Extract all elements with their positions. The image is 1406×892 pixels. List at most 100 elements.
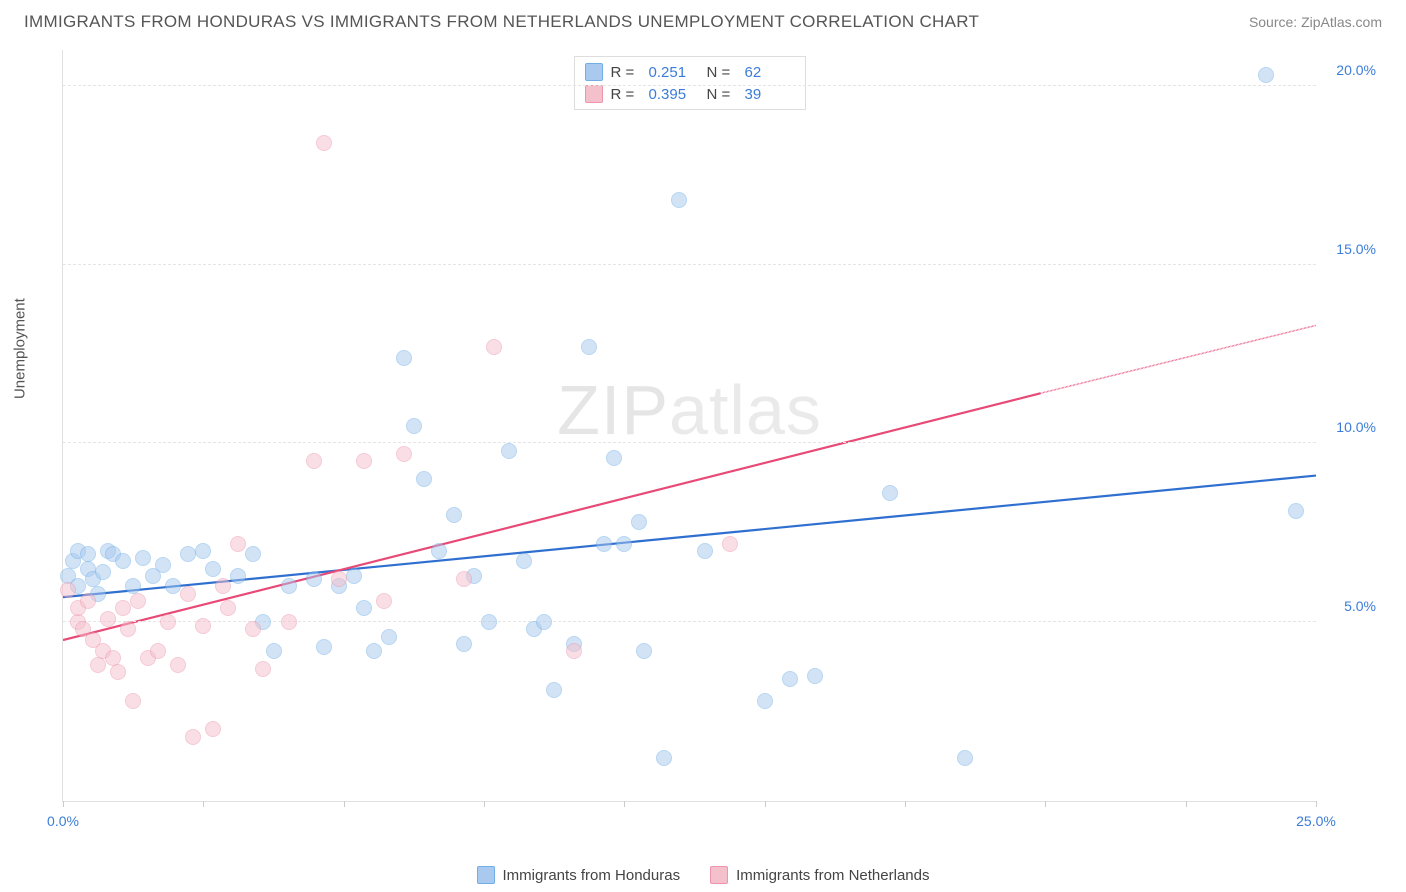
correlation-legend-row: R = 0.251 N = 62: [585, 61, 795, 83]
scatter-point: [581, 339, 597, 355]
scatter-point: [115, 553, 131, 569]
legend-swatch: [585, 63, 603, 81]
scatter-point: [245, 621, 261, 637]
scatter-point: [180, 586, 196, 602]
legend-n-value: 39: [745, 86, 795, 103]
scatter-point: [316, 135, 332, 151]
scatter-point: [170, 657, 186, 673]
series-legend: Immigrants from Honduras Immigrants from …: [0, 866, 1406, 884]
scatter-point: [331, 571, 347, 587]
chart-source: Source: ZipAtlas.com: [1249, 14, 1382, 30]
scatter-point: [80, 546, 96, 562]
scatter-point: [366, 643, 382, 659]
legend-swatch: [477, 866, 495, 884]
plot-area: ZIPatlas R = 0.251N = 62R = 0.395N = 39 …: [62, 50, 1316, 802]
scatter-point: [376, 593, 392, 609]
chart-title: IMMIGRANTS FROM HONDURAS VS IMMIGRANTS F…: [24, 12, 979, 32]
scatter-point: [1288, 503, 1304, 519]
scatter-point: [486, 339, 502, 355]
scatter-point: [155, 557, 171, 573]
scatter-point: [281, 614, 297, 630]
trend-lines: [63, 50, 1316, 801]
x-tick: [484, 801, 485, 807]
scatter-point: [100, 611, 116, 627]
series-legend-label: Immigrants from Netherlands: [736, 867, 929, 884]
scatter-point: [346, 568, 362, 584]
scatter-point: [596, 536, 612, 552]
scatter-point: [722, 536, 738, 552]
series-legend-item: Immigrants from Honduras: [477, 866, 681, 884]
scatter-point: [757, 693, 773, 709]
scatter-point: [180, 546, 196, 562]
scatter-point: [631, 514, 647, 530]
scatter-point: [481, 614, 497, 630]
scatter-point: [501, 443, 517, 459]
scatter-point: [782, 671, 798, 687]
legend-n-label: N =: [707, 86, 737, 103]
gridline: [63, 264, 1316, 265]
scatter-point: [957, 750, 973, 766]
legend-r-value: 0.395: [649, 86, 699, 103]
scatter-point: [281, 578, 297, 594]
x-tick: [1186, 801, 1187, 807]
scatter-point: [536, 614, 552, 630]
scatter-point: [130, 593, 146, 609]
watermark: ZIPatlas: [557, 370, 822, 450]
scatter-point: [205, 721, 221, 737]
scatter-point: [185, 729, 201, 745]
scatter-point: [671, 192, 687, 208]
scatter-point: [306, 453, 322, 469]
scatter-point: [255, 661, 271, 677]
scatter-point: [566, 643, 582, 659]
y-tick-label: 15.0%: [1336, 241, 1376, 257]
correlation-legend-row: R = 0.395 N = 39: [585, 83, 795, 105]
x-tick: [624, 801, 625, 807]
legend-r-label: R =: [611, 64, 641, 81]
scatter-point: [60, 582, 76, 598]
scatter-point: [356, 453, 372, 469]
scatter-point: [160, 614, 176, 630]
scatter-point: [205, 561, 221, 577]
legend-r-value: 0.251: [649, 64, 699, 81]
scatter-point: [356, 600, 372, 616]
scatter-point: [697, 543, 713, 559]
scatter-point: [546, 682, 562, 698]
legend-n-label: N =: [707, 64, 737, 81]
x-tick: [905, 801, 906, 807]
chart-header: IMMIGRANTS FROM HONDURAS VS IMMIGRANTS F…: [0, 0, 1406, 40]
scatter-point: [150, 643, 166, 659]
scatter-point: [220, 600, 236, 616]
scatter-point: [215, 578, 231, 594]
series-legend-label: Immigrants from Honduras: [503, 867, 681, 884]
series-legend-item: Immigrants from Netherlands: [710, 866, 929, 884]
legend-r-label: R =: [611, 86, 641, 103]
y-tick-label: 10.0%: [1336, 419, 1376, 435]
gridline: [63, 85, 1316, 86]
scatter-point: [266, 643, 282, 659]
x-tick: [203, 801, 204, 807]
chart-container: Unemployment ZIPatlas R = 0.251N = 62R =…: [50, 50, 1386, 832]
x-tick: [1316, 801, 1317, 807]
scatter-point: [95, 564, 111, 580]
scatter-point: [135, 550, 151, 566]
scatter-point: [230, 536, 246, 552]
scatter-point: [1258, 67, 1274, 83]
scatter-point: [80, 593, 96, 609]
x-tick: [1045, 801, 1046, 807]
scatter-point: [120, 621, 136, 637]
y-tick-label: 20.0%: [1336, 62, 1376, 78]
scatter-point: [616, 536, 632, 552]
scatter-point: [396, 350, 412, 366]
scatter-point: [456, 571, 472, 587]
scatter-point: [245, 546, 261, 562]
x-tick: [765, 801, 766, 807]
scatter-point: [446, 507, 462, 523]
legend-n-value: 62: [745, 64, 795, 81]
scatter-point: [110, 664, 126, 680]
scatter-point: [195, 543, 211, 559]
x-tick-label: 25.0%: [1296, 813, 1336, 829]
y-axis-label: Unemployment: [12, 298, 29, 399]
x-tick: [63, 801, 64, 807]
scatter-point: [195, 618, 211, 634]
x-tick-label: 0.0%: [47, 813, 79, 829]
